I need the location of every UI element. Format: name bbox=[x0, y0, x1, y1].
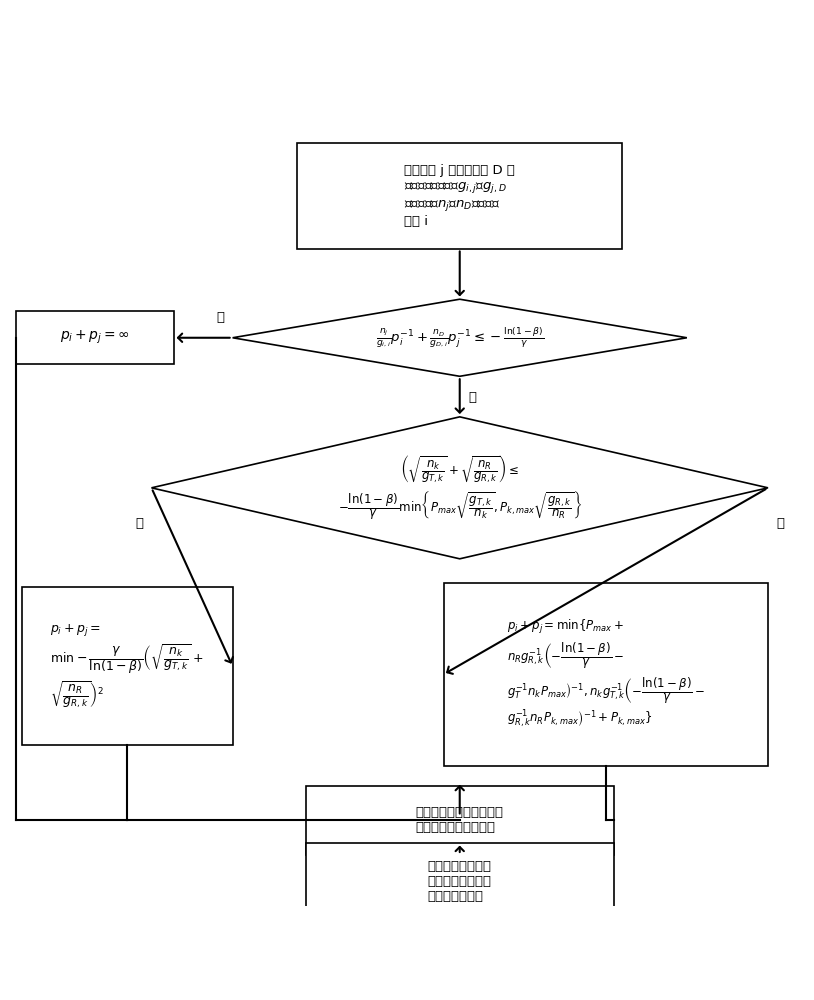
FancyBboxPatch shape bbox=[15, 311, 173, 364]
Text: 否: 否 bbox=[217, 311, 225, 324]
Text: 是: 是 bbox=[135, 517, 143, 530]
Text: $p_i+p_j=\min\left\{P_{max}+\right.$
$n_Rg_{R,k}^{-1}\left(-\dfrac{\ln(1-\beta)}: $p_i+p_j=\min\left\{P_{max}+\right.$ $n_… bbox=[506, 618, 705, 730]
Text: 中继节点 j 和目的节点 D 将
感知到的信道增益$g_{i,j}$，$g_{j,D}$
和噪声功率$n_j$，$n_D$发给用户
节点 i: 中继节点 j 和目的节点 D 将 感知到的信道增益$g_{i,j}$，$g_{j… bbox=[405, 164, 515, 228]
Polygon shape bbox=[151, 417, 768, 559]
Text: $p_i+p_j=\infty$: $p_i+p_j=\infty$ bbox=[59, 329, 129, 346]
Text: 每个用户节点迭代
执行分布式拍卖算
法选择中继节点: 每个用户节点迭代 执行分布式拍卖算 法选择中继节点 bbox=[427, 860, 492, 903]
FancyBboxPatch shape bbox=[297, 143, 622, 249]
Text: 否: 否 bbox=[776, 517, 784, 530]
Polygon shape bbox=[233, 299, 687, 376]
Text: $\left(\sqrt{\dfrac{n_k}{g_{T,k}}}+\sqrt{\dfrac{n_R}{g_{R,k}}}\right)\leq$
$-\df: $\left(\sqrt{\dfrac{n_k}{g_{T,k}}}+\sqrt… bbox=[338, 453, 582, 522]
Text: $p_i+p_j=$
$\min-\dfrac{\gamma}{\ln(1-\beta)}\left(\sqrt{\dfrac{n_k}{g_{T,k}}}+\: $p_i+p_j=$ $\min-\dfrac{\gamma}{\ln(1-\b… bbox=[50, 622, 204, 711]
Text: 得到每个用户经过每个中
继到达目的节点的功率: 得到每个用户经过每个中 继到达目的节点的功率 bbox=[416, 806, 504, 834]
Text: 是: 是 bbox=[468, 391, 476, 404]
FancyBboxPatch shape bbox=[22, 587, 233, 745]
Text: $\frac{n_j}{g_{i,i}}p_i^{-1}+\frac{n_D}{g_{D,i}}p_j^{-1}\leq-\frac{\ln(1-\beta)}: $\frac{n_j}{g_{i,i}}p_i^{-1}+\frac{n_D}{… bbox=[375, 326, 544, 350]
FancyBboxPatch shape bbox=[305, 786, 614, 855]
FancyBboxPatch shape bbox=[305, 843, 614, 920]
FancyBboxPatch shape bbox=[444, 583, 768, 766]
